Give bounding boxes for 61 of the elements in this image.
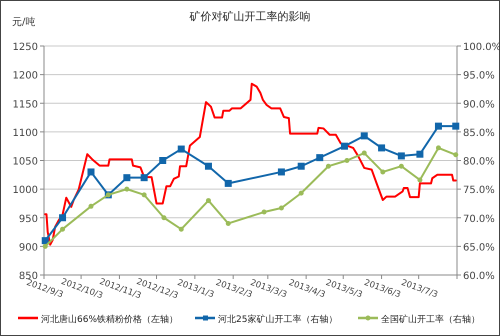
- y-tick-label: 1100: [12, 128, 38, 139]
- point: [124, 186, 130, 192]
- line-series: [44, 82, 457, 246]
- legend-label: 全国矿山开工率（右轴）: [381, 314, 480, 325]
- point: [206, 198, 211, 204]
- y2-tick-label: 95.0%: [463, 70, 495, 82]
- point: [278, 168, 285, 176]
- y-tick-label: 1050: [12, 156, 38, 168]
- point: [380, 169, 386, 174]
- y2-tick-label: 60.0%: [463, 271, 495, 282]
- y-tick-label: 900: [18, 242, 38, 254]
- point: [60, 226, 66, 232]
- point: [159, 157, 166, 164]
- point: [434, 122, 442, 130]
- point: [378, 144, 386, 152]
- point: [360, 132, 368, 140]
- y-tick-label: 1250: [12, 42, 38, 53]
- point: [453, 152, 458, 158]
- y2-tick-label: 75.0%: [463, 185, 495, 196]
- point: [298, 190, 304, 196]
- point: [398, 164, 404, 169]
- legend-label: 河北25家矿山开工率（右轴）: [218, 314, 338, 325]
- point: [123, 174, 130, 182]
- point: [226, 220, 231, 226]
- point: [59, 214, 66, 222]
- point: [178, 226, 184, 232]
- y-tick-label: 1150: [12, 99, 38, 110]
- point: [416, 150, 424, 158]
- point: [262, 210, 267, 215]
- point: [326, 164, 331, 169]
- y-tick-label: 1200: [12, 70, 38, 82]
- point: [178, 146, 185, 153]
- point: [87, 168, 94, 176]
- point: [298, 162, 305, 170]
- y-tick-label: 1000: [12, 185, 38, 196]
- y2-tick-label: 65.0%: [463, 242, 495, 254]
- point: [204, 162, 212, 170]
- point: [42, 244, 48, 249]
- point: [362, 150, 367, 156]
- point: [42, 237, 49, 244]
- point: [452, 122, 460, 130]
- y2-tick-label: 70.0%: [463, 214, 495, 225]
- y2-tick-label: 80.0%: [463, 156, 495, 168]
- point: [398, 152, 405, 160]
- point: [140, 174, 148, 182]
- y2-tick-label: 85.0%: [463, 128, 495, 139]
- point: [344, 158, 350, 163]
- point: [340, 142, 348, 150]
- point: [316, 154, 324, 162]
- chart-title: 矿价对矿山开工率的影响: [188, 10, 310, 23]
- y2-tick-label: 90.0%: [463, 99, 495, 110]
- point: [224, 180, 232, 187]
- point: [161, 215, 166, 220]
- legend-label: 河北唐山66%铁精粉价格（左轴）: [41, 314, 178, 325]
- point: [417, 177, 422, 182]
- point: [436, 145, 441, 150]
- point: [278, 206, 284, 211]
- point: [88, 204, 94, 209]
- point: [142, 192, 147, 198]
- y-axis-title: 元/吨: [12, 16, 36, 28]
- y-tick-label: 950: [18, 214, 38, 225]
